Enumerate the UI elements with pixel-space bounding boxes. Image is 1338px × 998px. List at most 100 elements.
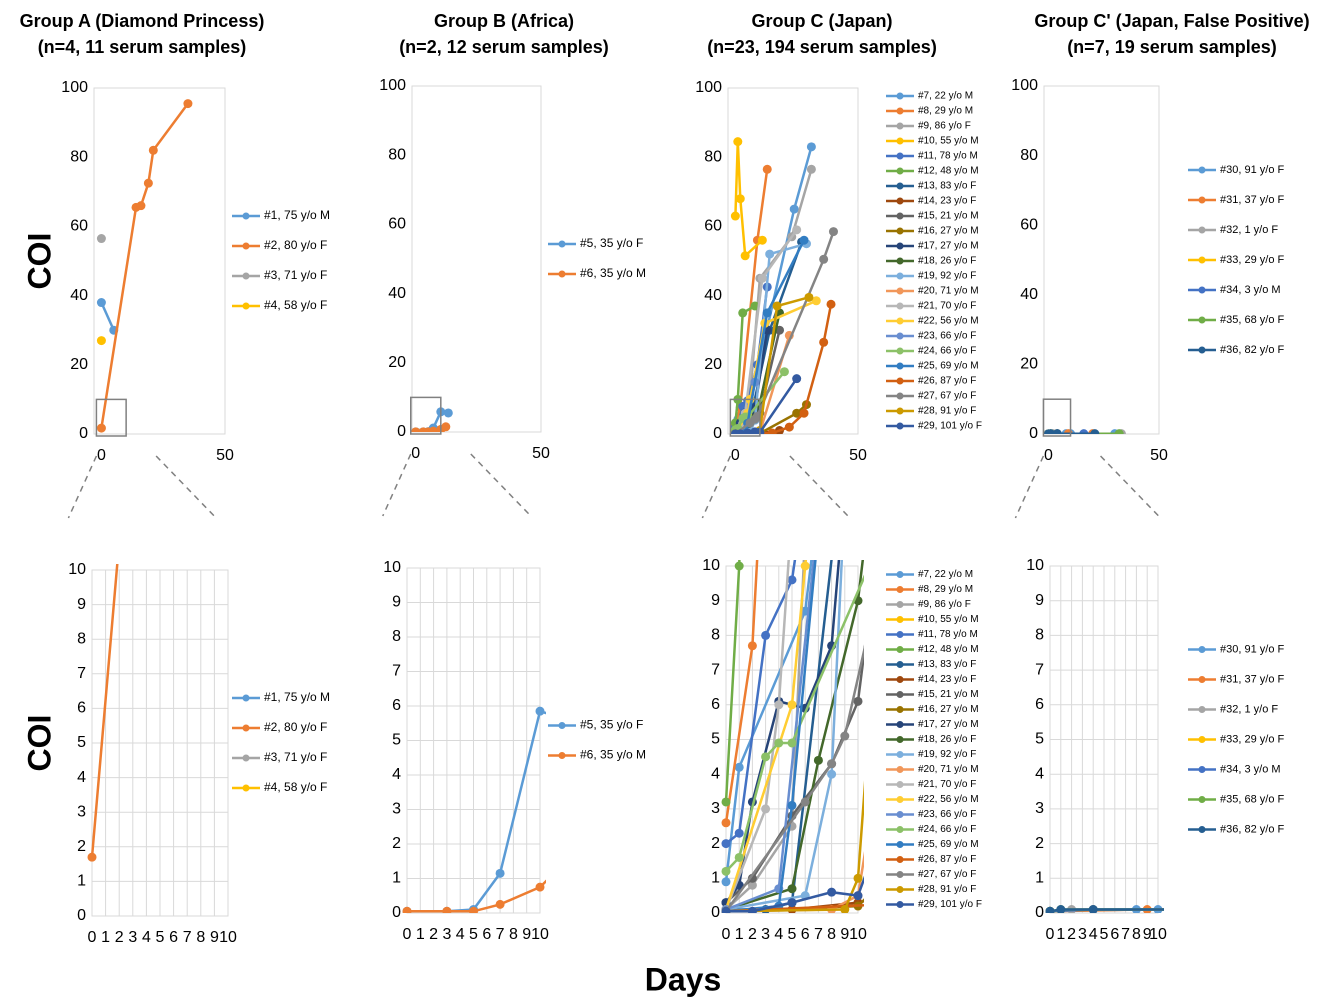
chart-subtitle: (n=7, 19 serum samples) bbox=[1067, 37, 1277, 57]
legend-marker bbox=[896, 287, 904, 295]
plot-frame bbox=[727, 87, 859, 435]
data-point bbox=[442, 906, 452, 913]
legend-label: #36, 82 y/o F bbox=[1220, 823, 1284, 835]
data-point bbox=[721, 839, 731, 849]
legend-label: #25, 69 y/o M bbox=[918, 361, 979, 372]
legend-label: #9, 86 y/o F bbox=[918, 121, 971, 132]
y-tick-label: 20 bbox=[70, 356, 88, 373]
data-point bbox=[787, 738, 797, 748]
data-point bbox=[787, 898, 797, 908]
legend-label: #31, 37 y/o F bbox=[1220, 673, 1284, 685]
series-line bbox=[1049, 908, 1164, 913]
data-point bbox=[535, 706, 545, 716]
legend-label: #14, 23 y/o F bbox=[918, 196, 976, 207]
data-point bbox=[733, 137, 743, 147]
y-tick-label: 20 bbox=[704, 356, 722, 373]
legend-marker bbox=[896, 616, 904, 623]
zoom-connector bbox=[1014, 455, 1045, 519]
legend-label: #28, 91 y/o F bbox=[918, 406, 976, 417]
legend-marker bbox=[1198, 826, 1206, 833]
series-line bbox=[100, 102, 189, 429]
legend-marker bbox=[896, 422, 904, 430]
data-point bbox=[800, 797, 810, 807]
plot-area bbox=[411, 407, 453, 432]
x-tick-label: 7 bbox=[183, 929, 192, 946]
legend-marker bbox=[896, 631, 904, 638]
y-axis-label: COI bbox=[21, 233, 57, 290]
legend-marker bbox=[896, 601, 904, 608]
zoom-connector bbox=[382, 453, 412, 517]
y-tick-label: 8 bbox=[392, 628, 401, 645]
x-tick-label: 0 bbox=[403, 926, 412, 943]
data-point bbox=[1090, 429, 1100, 434]
series-line bbox=[407, 879, 546, 913]
data-point bbox=[774, 700, 784, 710]
y-tick-label: 7 bbox=[392, 663, 401, 680]
x-tick-label: 2 bbox=[1067, 926, 1076, 943]
data-point bbox=[828, 227, 838, 237]
x-tick-label: 6 bbox=[482, 926, 491, 943]
legend-label: #17, 27 y/o M bbox=[918, 241, 979, 252]
legend-marker bbox=[896, 167, 904, 175]
legend-label: #3, 71 y/o F bbox=[264, 268, 327, 282]
legend-label: #14, 23 y/o F bbox=[918, 674, 976, 685]
legend-label: #22, 56 y/o M bbox=[918, 316, 979, 327]
data-point bbox=[495, 868, 505, 878]
legend-marker bbox=[896, 317, 904, 325]
y-tick-label: 40 bbox=[1020, 286, 1038, 303]
legend-marker bbox=[242, 694, 250, 702]
y-tick-label: 8 bbox=[1035, 627, 1044, 644]
legend-marker bbox=[1198, 646, 1206, 653]
legend-label: #17, 27 y/o M bbox=[918, 719, 979, 730]
legend-label: #21, 70 y/o F bbox=[918, 301, 976, 312]
y-tick-label: 2 bbox=[392, 835, 401, 852]
y-tick-label: 0 bbox=[1029, 425, 1038, 442]
x-tick-label: 3 bbox=[761, 926, 770, 943]
data-point bbox=[183, 99, 193, 109]
chart-title: Group C (Japan) bbox=[751, 11, 892, 31]
data-point bbox=[772, 301, 782, 311]
data-point bbox=[738, 308, 748, 318]
zoom-box bbox=[410, 396, 442, 435]
legend-marker bbox=[1198, 736, 1206, 743]
y-tick-label: 0 bbox=[713, 425, 722, 442]
legend-label: #33, 29 y/o F bbox=[1220, 254, 1284, 266]
x-tick-label: 0 bbox=[411, 445, 420, 462]
legend-label: #30, 91 y/o F bbox=[1220, 164, 1284, 176]
panel: 0 20 40 60 80 100 0 50 Group C (Japan) (n=23, 194… bbox=[695, 11, 982, 519]
data-point bbox=[747, 641, 757, 651]
y-tick-label: 0 bbox=[1035, 904, 1044, 921]
y-tick-label: 5 bbox=[77, 734, 86, 751]
data-point bbox=[721, 818, 731, 828]
x-tick-label: 2 bbox=[748, 926, 757, 943]
legend-label: #16, 27 y/o M bbox=[918, 704, 979, 715]
data-point bbox=[826, 299, 836, 309]
data-point bbox=[734, 852, 744, 862]
data-point bbox=[784, 422, 794, 432]
legend-marker bbox=[896, 392, 904, 400]
x-tick-label: 10 bbox=[219, 929, 237, 946]
y-tick-label: 1 bbox=[392, 870, 401, 887]
data-point bbox=[743, 428, 753, 434]
series-line bbox=[734, 304, 756, 424]
legend-label: #15, 21 y/o M bbox=[918, 211, 979, 222]
legend-label: #12, 48 y/o M bbox=[918, 166, 979, 177]
x-tick-label: 10 bbox=[531, 926, 549, 943]
legend-marker bbox=[1198, 226, 1206, 234]
data-point bbox=[792, 408, 802, 418]
series-line bbox=[725, 560, 806, 911]
y-tick-label: 4 bbox=[1035, 765, 1044, 782]
series-line bbox=[100, 301, 115, 331]
legend-marker bbox=[896, 751, 904, 758]
data-point bbox=[762, 164, 772, 174]
legend-marker bbox=[558, 270, 566, 278]
data-point bbox=[1104, 614, 1113, 623]
x-tick-label: 5 bbox=[156, 929, 165, 946]
legend-label: #22, 56 y/o M bbox=[918, 794, 979, 805]
data-point bbox=[853, 873, 863, 883]
legend-marker bbox=[896, 257, 904, 265]
data-point bbox=[819, 254, 829, 264]
data-point bbox=[721, 906, 731, 913]
y-tick-label: 3 bbox=[392, 801, 401, 818]
